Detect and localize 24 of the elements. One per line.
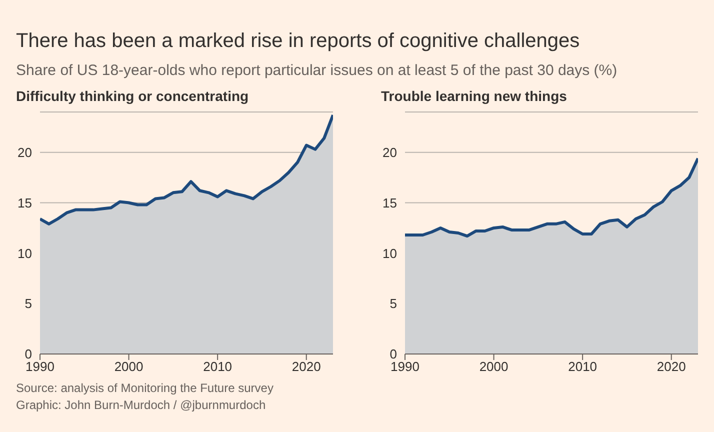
y-tick-label: 10 <box>382 246 397 261</box>
y-tick-label: 20 <box>382 144 397 160</box>
text: Graphic: John Burn-Murdoch / @jburnmurdoch <box>16 397 267 414</box>
x-tick-label: 2000 <box>479 359 508 374</box>
y-tick-label: 5 <box>390 296 397 312</box>
chart-subtitle: Share of US 18-year-olds who report particular issues on at least 5 of the past 30 days (%) <box>16 62 618 79</box>
y-tick-label: 10 <box>18 246 32 261</box>
y-tick-label: 0 <box>24 346 32 362</box>
y-tick-label: 20 <box>18 144 32 160</box>
y-tick-label: 5 <box>24 296 32 312</box>
x-tick-label: 2020 <box>656 359 686 374</box>
x-tick-label: 1990 <box>26 359 54 374</box>
x-tick-label: 2010 <box>203 359 232 374</box>
y-tick-label: 15 <box>18 195 32 210</box>
x-tick-label: 1990 <box>390 359 420 374</box>
x-tick-label: 2000 <box>114 359 144 374</box>
text: Difficulty thinking or concentrating <box>16 88 249 104</box>
source-note: Source: analysis of Monitoring the Future survey <box>16 380 274 397</box>
x-tick-label: 2020 <box>292 359 321 374</box>
y-tick-label: 0 <box>390 346 397 362</box>
x-tick-label: 2010 <box>568 359 598 374</box>
text: Trouble learning new things <box>381 88 567 104</box>
chart-title: There has been a marked rise in reports of cognitive challenges <box>16 30 580 53</box>
y-tick-label: 15 <box>382 195 397 210</box>
